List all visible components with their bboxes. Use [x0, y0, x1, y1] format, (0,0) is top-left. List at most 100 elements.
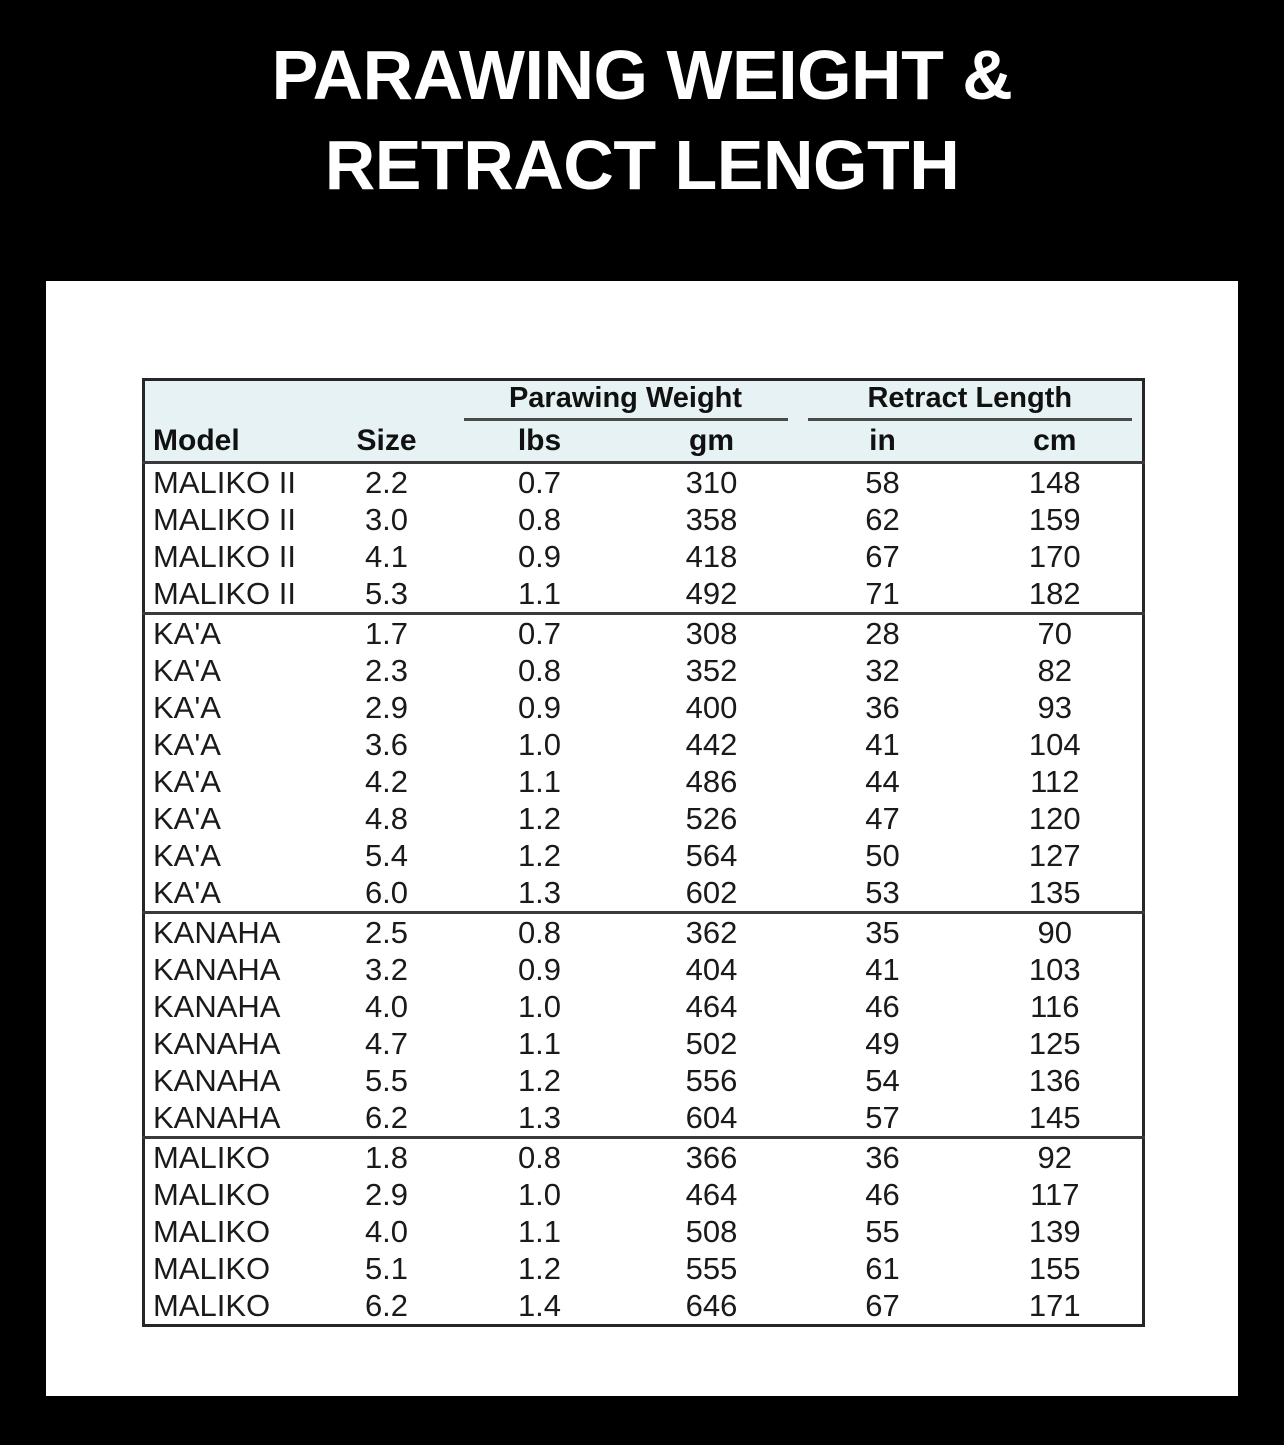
cell-size: 2.2 — [319, 462, 454, 501]
cell-gm: 526 — [625, 800, 798, 837]
cell-gm: 602 — [625, 874, 798, 914]
column-header-gm: gm — [625, 421, 798, 464]
cell-gm: 646 — [625, 1287, 798, 1326]
cell-gm: 366 — [625, 1137, 798, 1176]
cell-cm: 139 — [967, 1213, 1144, 1250]
cell-model: KA'A — [143, 763, 320, 800]
table-row: MALIKO 5.1 1.2 555 61 155 — [143, 1250, 1144, 1287]
table-row: MALIKO II 5.3 1.1 492 71 182 — [143, 575, 1144, 615]
page-title-line-2: RETRACT LENGTH — [324, 126, 960, 204]
cell-size: 1.7 — [319, 613, 454, 652]
cell-lbs: 0.8 — [453, 1137, 626, 1176]
cell-cm: 136 — [967, 1062, 1144, 1099]
cell-lbs: 0.7 — [453, 613, 626, 652]
cell-in: 47 — [797, 800, 968, 837]
cell-gm: 418 — [625, 538, 798, 575]
cell-size: 4.1 — [319, 538, 454, 575]
cell-lbs: 1.2 — [453, 800, 626, 837]
cell-cm: 92 — [967, 1137, 1144, 1176]
cell-lbs: 1.1 — [453, 1025, 626, 1062]
cell-size: 6.0 — [319, 874, 454, 914]
cell-cm: 145 — [967, 1099, 1144, 1139]
cell-gm: 508 — [625, 1213, 798, 1250]
cell-in: 53 — [797, 874, 968, 914]
cell-model: KA'A — [143, 837, 320, 874]
cell-gm: 464 — [625, 988, 798, 1025]
cell-size: 2.5 — [319, 912, 454, 951]
cell-gm: 604 — [625, 1099, 798, 1139]
table-row: MALIKO II 2.2 0.7 310 58 148 — [143, 462, 1144, 501]
cell-model: MALIKO — [143, 1213, 320, 1250]
cell-model: MALIKO II — [143, 575, 320, 615]
cell-lbs: 1.3 — [453, 1099, 626, 1139]
cell-size: 5.4 — [319, 837, 454, 874]
cell-in: 55 — [797, 1213, 968, 1250]
cell-in: 41 — [797, 726, 968, 763]
cell-cm: 103 — [967, 951, 1144, 988]
table-row: MALIKO 4.0 1.1 508 55 139 — [143, 1213, 1144, 1250]
cell-in: 57 — [797, 1099, 968, 1139]
table-row: KA'A 2.9 0.9 400 36 93 — [143, 689, 1144, 726]
cell-in: 44 — [797, 763, 968, 800]
cell-model: KA'A — [143, 874, 320, 914]
cell-model: MALIKO II — [143, 538, 320, 575]
cell-cm: 159 — [967, 501, 1144, 538]
cell-model: KA'A — [143, 726, 320, 763]
cell-model: KANAHA — [143, 1062, 320, 1099]
table-row: MALIKO II 4.1 0.9 418 67 170 — [143, 538, 1144, 575]
cell-model: KA'A — [143, 800, 320, 837]
group-header-blank-size — [319, 379, 454, 421]
cell-cm: 93 — [967, 689, 1144, 726]
cell-lbs: 1.0 — [453, 726, 626, 763]
table-row: MALIKO II 3.0 0.8 358 62 159 — [143, 501, 1144, 538]
cell-model: KA'A — [143, 613, 320, 652]
table-row: KA'A 5.4 1.2 564 50 127 — [143, 837, 1144, 874]
cell-gm: 404 — [625, 951, 798, 988]
cell-in: 54 — [797, 1062, 968, 1099]
cell-cm: 90 — [967, 912, 1144, 951]
cell-in: 46 — [797, 1176, 968, 1213]
cell-lbs: 0.9 — [453, 689, 626, 726]
cell-in: 71 — [797, 575, 968, 615]
cell-gm: 308 — [625, 613, 798, 652]
parawing-spec-table: Parawing Weight Retract Length Model Siz… — [142, 378, 1146, 1327]
cell-lbs: 1.0 — [453, 988, 626, 1025]
table-column-header-row: Model Size lbs gm in cm — [143, 421, 1144, 464]
table-row: MALIKO 6.2 1.4 646 67 171 — [143, 1287, 1144, 1326]
cell-cm: 82 — [967, 652, 1144, 689]
cell-gm: 362 — [625, 912, 798, 951]
cell-size: 3.2 — [319, 951, 454, 988]
cell-gm: 442 — [625, 726, 798, 763]
cell-in: 28 — [797, 613, 968, 652]
cell-in: 36 — [797, 689, 968, 726]
cell-lbs: 1.1 — [453, 1213, 626, 1250]
table-body: MALIKO II 2.2 0.7 310 58 148 MALIKO II 3.0 0.8 35… — [143, 462, 1144, 1326]
table-row: KANAHA 5.5 1.2 556 54 136 — [143, 1062, 1144, 1099]
cell-model: KANAHA — [143, 912, 320, 951]
group-header-retract-length-label: Retract Length — [807, 381, 1133, 421]
spec-card: Parawing Weight Retract Length Model Siz… — [46, 281, 1238, 1396]
cell-cm: 135 — [967, 874, 1144, 914]
cell-model: MALIKO II — [143, 462, 320, 501]
cell-size: 4.2 — [319, 763, 454, 800]
cell-cm: 116 — [967, 988, 1144, 1025]
column-header-in: in — [797, 421, 968, 464]
cell-in: 61 — [797, 1250, 968, 1287]
cell-cm: 70 — [967, 613, 1144, 652]
cell-lbs: 0.9 — [453, 951, 626, 988]
cell-size: 4.0 — [319, 1213, 454, 1250]
cell-size: 5.3 — [319, 575, 454, 615]
cell-size: 3.6 — [319, 726, 454, 763]
column-header-cm: cm — [967, 421, 1144, 464]
cell-cm: 112 — [967, 763, 1144, 800]
cell-in: 49 — [797, 1025, 968, 1062]
cell-cm: 104 — [967, 726, 1144, 763]
group-header-parawing-weight-label: Parawing Weight — [463, 381, 788, 421]
cell-model: KA'A — [143, 689, 320, 726]
page-title-line-1: PARAWING WEIGHT & — [271, 36, 1013, 114]
cell-lbs: 0.8 — [453, 912, 626, 951]
table-row: KANAHA 4.0 1.0 464 46 116 — [143, 988, 1144, 1025]
cell-size: 4.8 — [319, 800, 454, 837]
cell-in: 41 — [797, 951, 968, 988]
group-header-blank-model — [143, 379, 320, 421]
